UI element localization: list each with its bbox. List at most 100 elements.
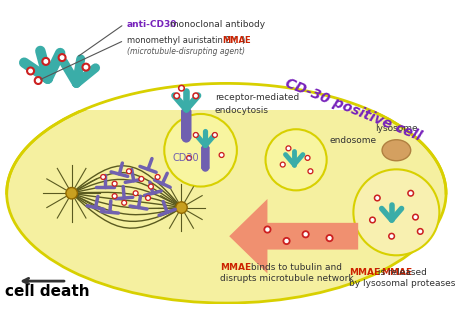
Text: receptor-mediated: receptor-mediated [215, 93, 299, 102]
Circle shape [44, 60, 47, 63]
Circle shape [147, 197, 149, 199]
Circle shape [287, 147, 290, 149]
Circle shape [156, 176, 159, 178]
Circle shape [127, 169, 131, 174]
Circle shape [179, 85, 184, 91]
Circle shape [187, 156, 191, 160]
Text: cell death: cell death [5, 284, 90, 299]
Circle shape [140, 178, 142, 180]
Circle shape [188, 157, 190, 159]
Circle shape [414, 216, 417, 218]
Text: monomethyl auristatin E (: monomethyl auristatin E ( [127, 36, 237, 45]
Circle shape [201, 164, 209, 172]
Circle shape [374, 195, 380, 201]
Circle shape [29, 69, 32, 73]
Circle shape [328, 237, 331, 239]
Circle shape [302, 231, 309, 238]
Circle shape [371, 219, 374, 221]
Circle shape [193, 93, 199, 99]
Circle shape [175, 95, 178, 97]
Circle shape [283, 238, 290, 244]
Circle shape [146, 196, 150, 200]
Circle shape [36, 79, 40, 82]
Text: endosome: endosome [329, 136, 377, 145]
Circle shape [285, 239, 288, 243]
Circle shape [122, 200, 127, 205]
Circle shape [220, 154, 223, 156]
Circle shape [42, 58, 50, 65]
Circle shape [419, 230, 421, 233]
Circle shape [282, 164, 284, 166]
Text: binds to tubulin and: binds to tubulin and [248, 263, 342, 272]
Circle shape [112, 181, 117, 186]
Circle shape [58, 54, 66, 61]
Circle shape [266, 228, 269, 231]
Circle shape [354, 169, 439, 255]
Circle shape [114, 183, 116, 185]
Circle shape [135, 192, 137, 194]
Circle shape [182, 106, 191, 116]
Circle shape [286, 146, 291, 151]
Circle shape [112, 194, 117, 198]
Bar [0, 7, 453, 110]
Circle shape [66, 188, 77, 199]
Text: CD30: CD30 [173, 153, 200, 163]
Circle shape [27, 67, 35, 75]
Circle shape [84, 65, 88, 69]
Circle shape [280, 162, 285, 167]
Text: disrupts microtubule network: disrupts microtubule network [219, 274, 353, 283]
Circle shape [176, 202, 187, 213]
Circle shape [212, 132, 217, 137]
Circle shape [304, 233, 307, 236]
Text: (microtubule-disrupting agent): (microtubule-disrupting agent) [127, 47, 245, 56]
Circle shape [164, 114, 237, 187]
Circle shape [182, 133, 191, 143]
Polygon shape [229, 199, 358, 273]
Circle shape [307, 157, 309, 159]
Circle shape [101, 174, 106, 179]
Text: MMAE: MMAE [349, 268, 380, 277]
Circle shape [155, 174, 160, 179]
Circle shape [418, 229, 423, 234]
Circle shape [308, 169, 313, 174]
FancyBboxPatch shape [201, 146, 210, 169]
Text: MMAE: MMAE [223, 36, 251, 45]
Circle shape [128, 170, 130, 172]
Circle shape [410, 192, 412, 194]
FancyBboxPatch shape [181, 110, 191, 139]
Circle shape [174, 93, 180, 99]
Text: anti-CD30: anti-CD30 [127, 20, 177, 29]
Circle shape [201, 144, 209, 152]
Circle shape [389, 233, 394, 239]
Text: ): ) [242, 36, 245, 45]
Circle shape [214, 134, 216, 136]
Circle shape [370, 217, 375, 223]
Ellipse shape [7, 83, 446, 303]
Ellipse shape [382, 140, 410, 161]
Circle shape [390, 235, 393, 238]
Circle shape [413, 214, 419, 220]
Text: MMAE: MMAE [381, 268, 412, 277]
Circle shape [150, 185, 152, 188]
Circle shape [193, 132, 198, 137]
Circle shape [180, 87, 183, 90]
Circle shape [133, 191, 138, 196]
Circle shape [60, 56, 64, 59]
Text: endocytosis: endocytosis [215, 106, 269, 115]
Circle shape [326, 235, 333, 241]
Circle shape [114, 195, 116, 197]
Text: CD-30 positive cell: CD-30 positive cell [283, 76, 424, 144]
Circle shape [102, 176, 104, 178]
Text: lysosome: lysosome [375, 124, 418, 133]
Circle shape [265, 129, 327, 190]
Circle shape [35, 77, 42, 84]
Text: monoclonal antibody: monoclonal antibody [167, 20, 265, 29]
Circle shape [148, 184, 153, 189]
Text: by lysosomal proteases: by lysosomal proteases [349, 279, 455, 288]
Text: is released: is released [375, 268, 427, 277]
Circle shape [139, 177, 144, 181]
Circle shape [310, 170, 311, 172]
Circle shape [408, 190, 414, 196]
Circle shape [264, 226, 271, 233]
Circle shape [376, 197, 379, 199]
